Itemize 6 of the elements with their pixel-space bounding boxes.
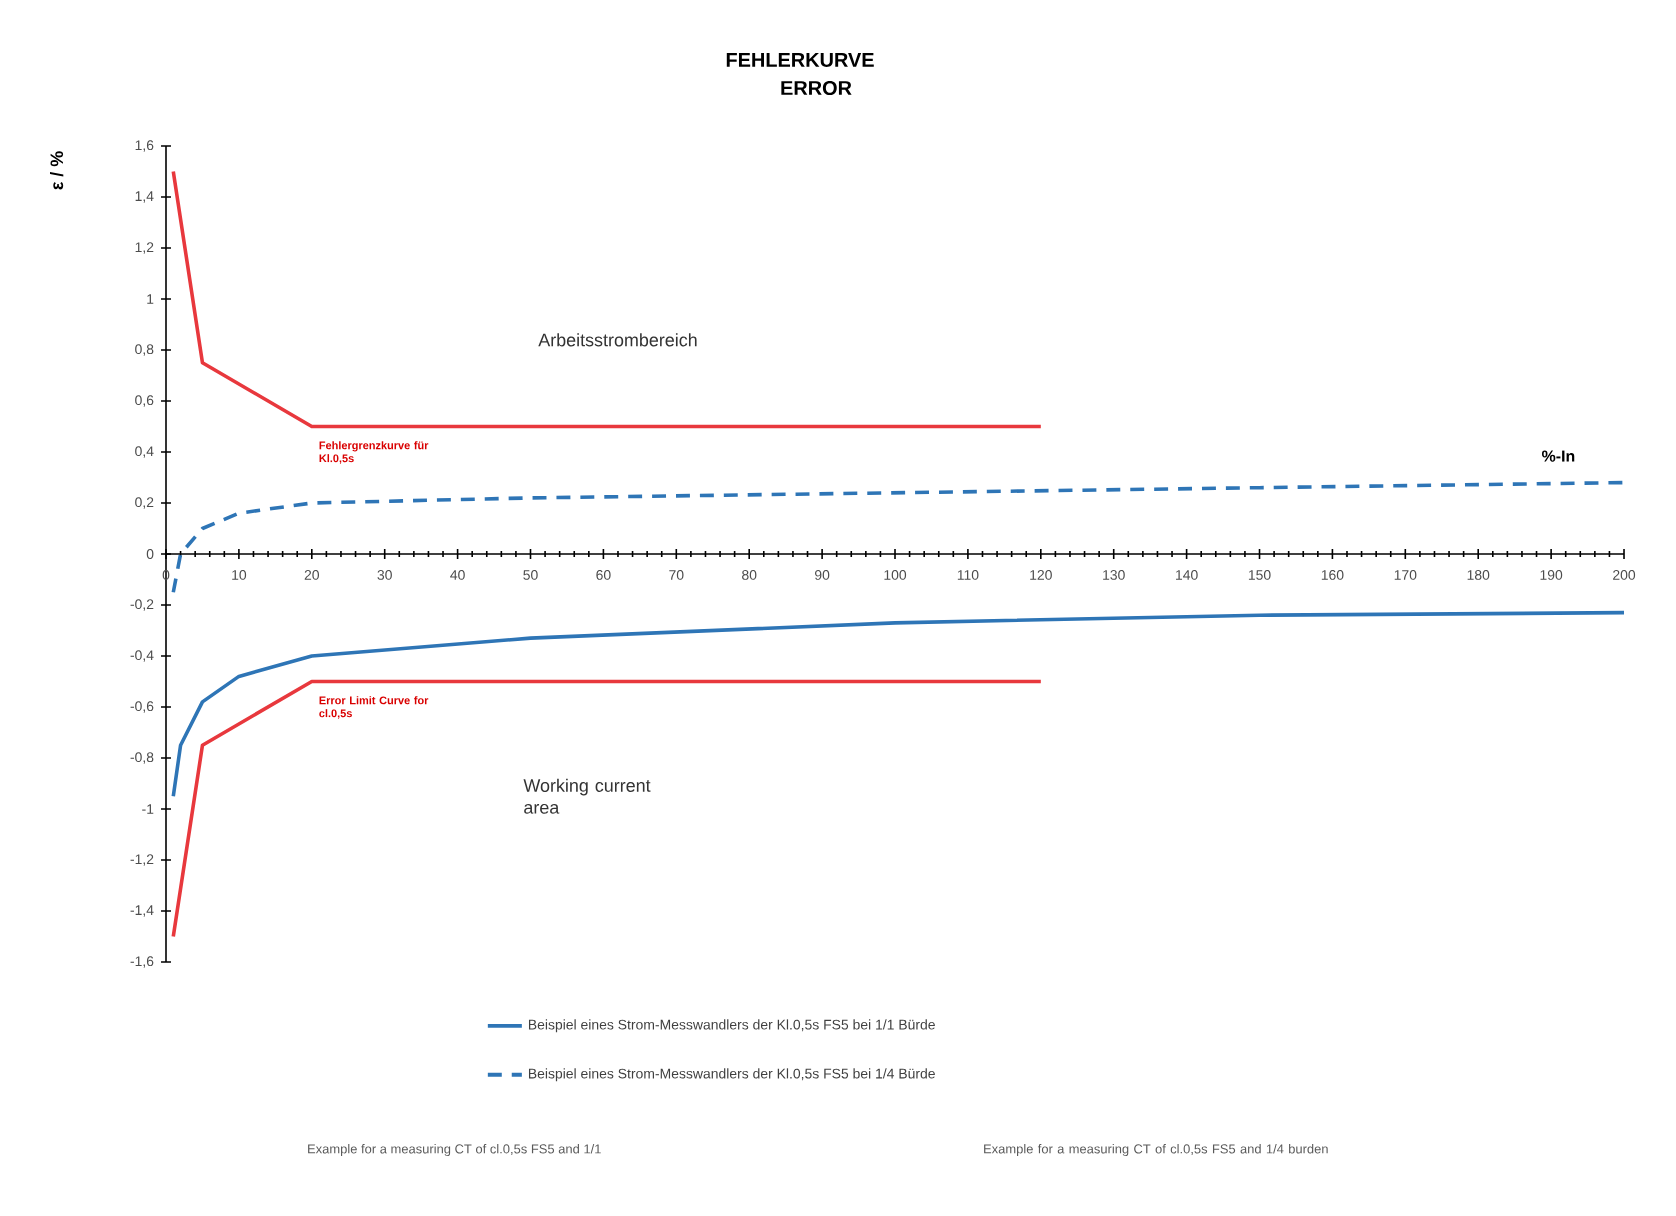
- annotation: Working current area: [523, 778, 651, 814]
- chart-title: FEHLERKURVE: [726, 53, 874, 67]
- annotation: Arbeitsstrombereich: [538, 333, 697, 347]
- chart-subtitle: ERROR: [781, 80, 852, 96]
- line-series: [171, 610, 1626, 799]
- y-axis-title: ε / %: [49, 151, 64, 190]
